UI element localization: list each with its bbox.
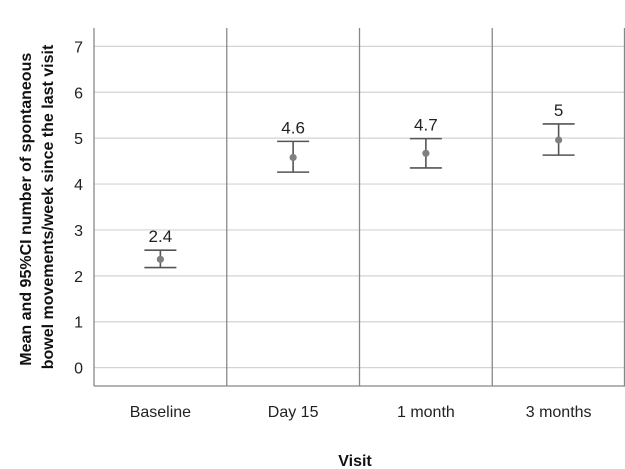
- x-axis-title: Visit: [338, 453, 372, 469]
- y-tick-label-3: 3: [74, 223, 83, 240]
- y-tick-label-7: 7: [74, 39, 83, 56]
- mean-point-1: [289, 153, 297, 162]
- y-tick-label-4: 4: [74, 177, 83, 194]
- y-tick-label-5: 5: [74, 131, 83, 148]
- y-axis-title: Mean and 95%CI number of spontaneous bow…: [18, 44, 57, 369]
- data-label-3: 5: [554, 101, 563, 120]
- y-axis-title-line-2: bowel movements/week since the last visi…: [40, 44, 57, 369]
- mean-point-3: [555, 136, 563, 144]
- x-axis-ticks: Baseline Day 15 1 month 3 months: [130, 404, 592, 421]
- mean-point-2: [422, 149, 430, 157]
- y-tick-label-1: 1: [74, 315, 83, 332]
- x-tick-label-2: 1 month: [397, 404, 455, 421]
- data-label-1: 4.6: [281, 118, 305, 137]
- x-tick-label-0: Baseline: [130, 404, 191, 421]
- mean-point-0: [156, 255, 164, 263]
- x-tick-label-3: 3 months: [526, 404, 592, 421]
- y-tick-label-0: 0: [74, 361, 83, 378]
- y-tick-label-6: 6: [74, 85, 83, 102]
- data-label-2: 4.7: [414, 116, 438, 135]
- mark-layer: 2.4 4.6 4.7 5: [144, 101, 575, 269]
- y-axis-ticks: 0 1 2 3 4 5 6 7: [74, 39, 83, 377]
- y-axis-title-line-1: Mean and 95%CI number of spontaneous: [18, 53, 35, 366]
- y-tick-label-2: 2: [74, 269, 83, 286]
- data-label-0: 2.4: [149, 227, 173, 246]
- panel-layer: [93, 28, 625, 387]
- x-tick-label-1: Day 15: [268, 404, 319, 421]
